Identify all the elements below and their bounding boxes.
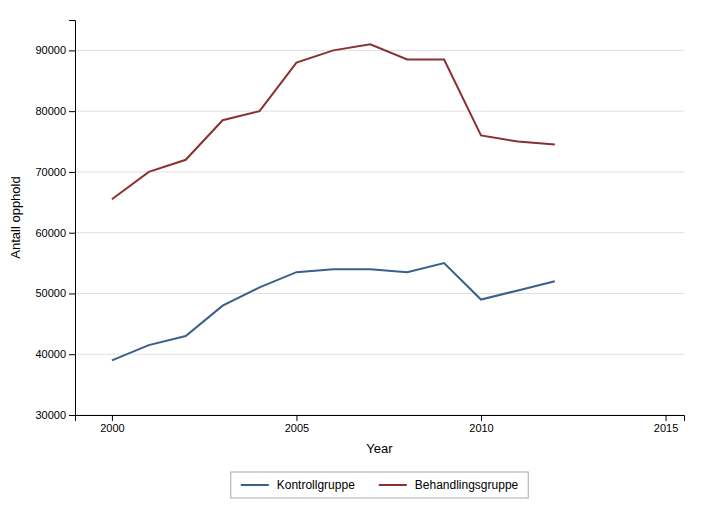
grid-line (75, 354, 684, 355)
x-tick-label: 2005 (285, 422, 309, 434)
chart-svg: 2000 2005 2010 2015 30000 40000 50000 60000 7000… (0, 0, 709, 515)
y-axis: 30000 40000 50000 60000 70000 80000 90000 (35, 21, 75, 422)
y-tick: 70000 (35, 166, 75, 178)
x-tick-mark (481, 415, 482, 421)
legend-swatch (379, 484, 407, 486)
legend: Kontrollgruppe Behandlingsgruppe (231, 472, 528, 498)
y-axis-line (69, 21, 76, 416)
legend-box (231, 472, 528, 498)
x-tick-label: 2015 (654, 422, 678, 434)
y-tick: 30000 (35, 409, 75, 421)
y-tick-label: 80000 (35, 105, 66, 117)
y-tick-label: 30000 (35, 409, 66, 421)
y-tick-mark (69, 233, 75, 234)
y-tick-label: 90000 (35, 44, 66, 56)
grid-line (75, 111, 684, 112)
x-tick: 2000 (100, 415, 124, 434)
x-tick-mark (666, 415, 667, 421)
series-line (112, 44, 555, 199)
x-tick-label: 2000 (100, 422, 124, 434)
x-tick: 2015 (654, 415, 678, 434)
y-tick-label: 40000 (35, 348, 66, 360)
y-tick-label: 60000 (35, 227, 66, 239)
x-axis-title: Year (366, 441, 393, 456)
legend-label: Kontrollgruppe (277, 478, 355, 492)
grid-line (75, 232, 684, 233)
y-tick-mark (69, 415, 75, 416)
y-tick: 80000 (35, 105, 75, 117)
y-tick-mark (69, 293, 75, 294)
x-tick: 2010 (469, 415, 493, 434)
legend-swatch (241, 484, 269, 486)
x-tick-mark (112, 415, 113, 421)
y-tick-mark (69, 111, 75, 112)
y-tick-mark (69, 354, 75, 355)
y-tick: 60000 (35, 227, 75, 239)
legend-item: Kontrollgruppe (241, 478, 355, 492)
y-tick-mark (69, 172, 75, 173)
legend-label: Behandlingsgruppe (415, 478, 519, 492)
x-tick: 2005 (285, 415, 309, 434)
y-tick: 50000 (35, 287, 75, 299)
plot-area (112, 44, 555, 360)
x-axis: 2000 2005 2010 2015 (76, 415, 685, 434)
x-tick-label: 2010 (469, 422, 493, 434)
y-tick-label: 50000 (35, 287, 66, 299)
x-tick-mark (296, 415, 297, 421)
y-tick: 40000 (35, 348, 75, 360)
y-tick: 90000 (35, 44, 75, 56)
chart-container: 2000 2005 2010 2015 30000 40000 50000 60000 7000… (0, 0, 709, 515)
y-tick-mark (69, 50, 75, 51)
legend-item: Behandlingsgruppe (379, 478, 519, 492)
y-axis-title: Antall opphold (8, 176, 23, 258)
y-tick-label: 70000 (35, 166, 66, 178)
grid-line (75, 293, 684, 294)
grid-line (75, 171, 684, 172)
grid-line (75, 50, 684, 51)
series-line (112, 263, 555, 360)
x-axis-line (76, 416, 685, 422)
grid (75, 50, 684, 415)
